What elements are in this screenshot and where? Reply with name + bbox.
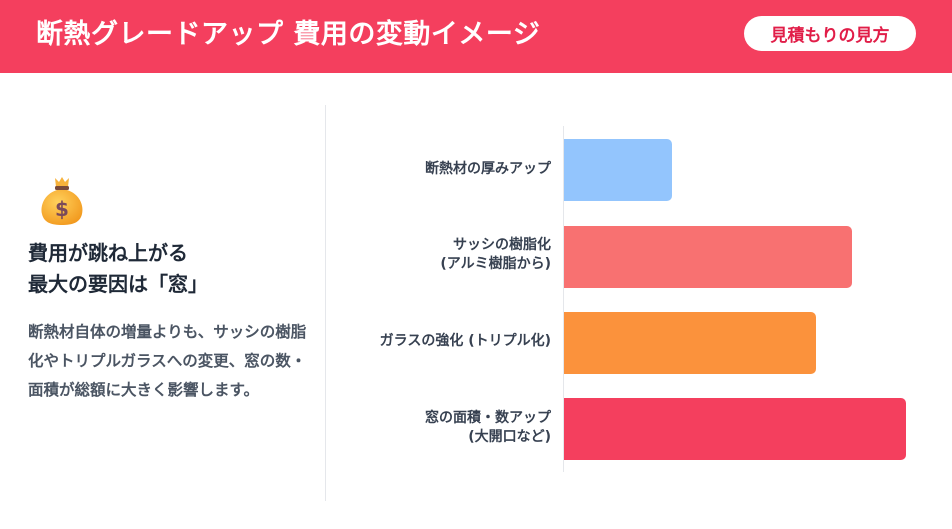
summary-description: 断熱材自体の増量よりも、サッシの樹脂化やトリプルガラスへの変更、窓の数・面積が総… — [28, 323, 307, 399]
bar-insulation[interactable] — [564, 139, 672, 201]
bar-label-line: (アルミ樹脂から) — [440, 256, 551, 272]
badge-label: 見積もりの見方 — [770, 26, 890, 46]
page-title: 断熱グレードアップ 費用の変動イメージ — [36, 19, 541, 50]
bar-label-line: ガラスの強化 (トリプル化) — [379, 333, 551, 349]
estimate-guide-badge[interactable]: 見積もりの見方 — [744, 16, 916, 51]
bar-label-sash: サッシの樹脂化 (アルミ樹脂から) — [440, 236, 551, 274]
bar-label-line: 窓の面積・数アップ — [425, 410, 551, 426]
summary-title-line1: 費用が跳ね上がる — [28, 241, 188, 265]
bar-glass[interactable] — [564, 312, 816, 374]
summary-title: 費用が跳ね上がる 最大の要因は「窓」 — [28, 238, 318, 300]
bar-label-line: (大開口など) — [468, 429, 551, 445]
panel-divider — [325, 105, 326, 501]
bar-label-insulation: 断熱材の厚みアップ — [425, 160, 551, 179]
bar-label-glass: ガラスの強化 (トリプル化) — [380, 332, 551, 351]
bar-sash[interactable] — [564, 226, 852, 288]
bar-label-line: 断熱材の厚みアップ — [425, 161, 551, 177]
chart-axis-line — [563, 126, 564, 472]
bar-window-area[interactable] — [564, 398, 906, 460]
header-bar: 断熱グレードアップ 費用の変動イメージ 見積もりの見方 — [0, 0, 952, 73]
svg-text:$: $ — [55, 197, 69, 221]
money-bag-icon: $ — [41, 177, 83, 225]
bar-label-line: サッシの樹脂化 — [453, 237, 551, 253]
summary-title-line2: 最大の要因は「窓」 — [28, 272, 208, 296]
bar-label-window-area: 窓の面積・数アップ (大開口など) — [425, 409, 551, 447]
